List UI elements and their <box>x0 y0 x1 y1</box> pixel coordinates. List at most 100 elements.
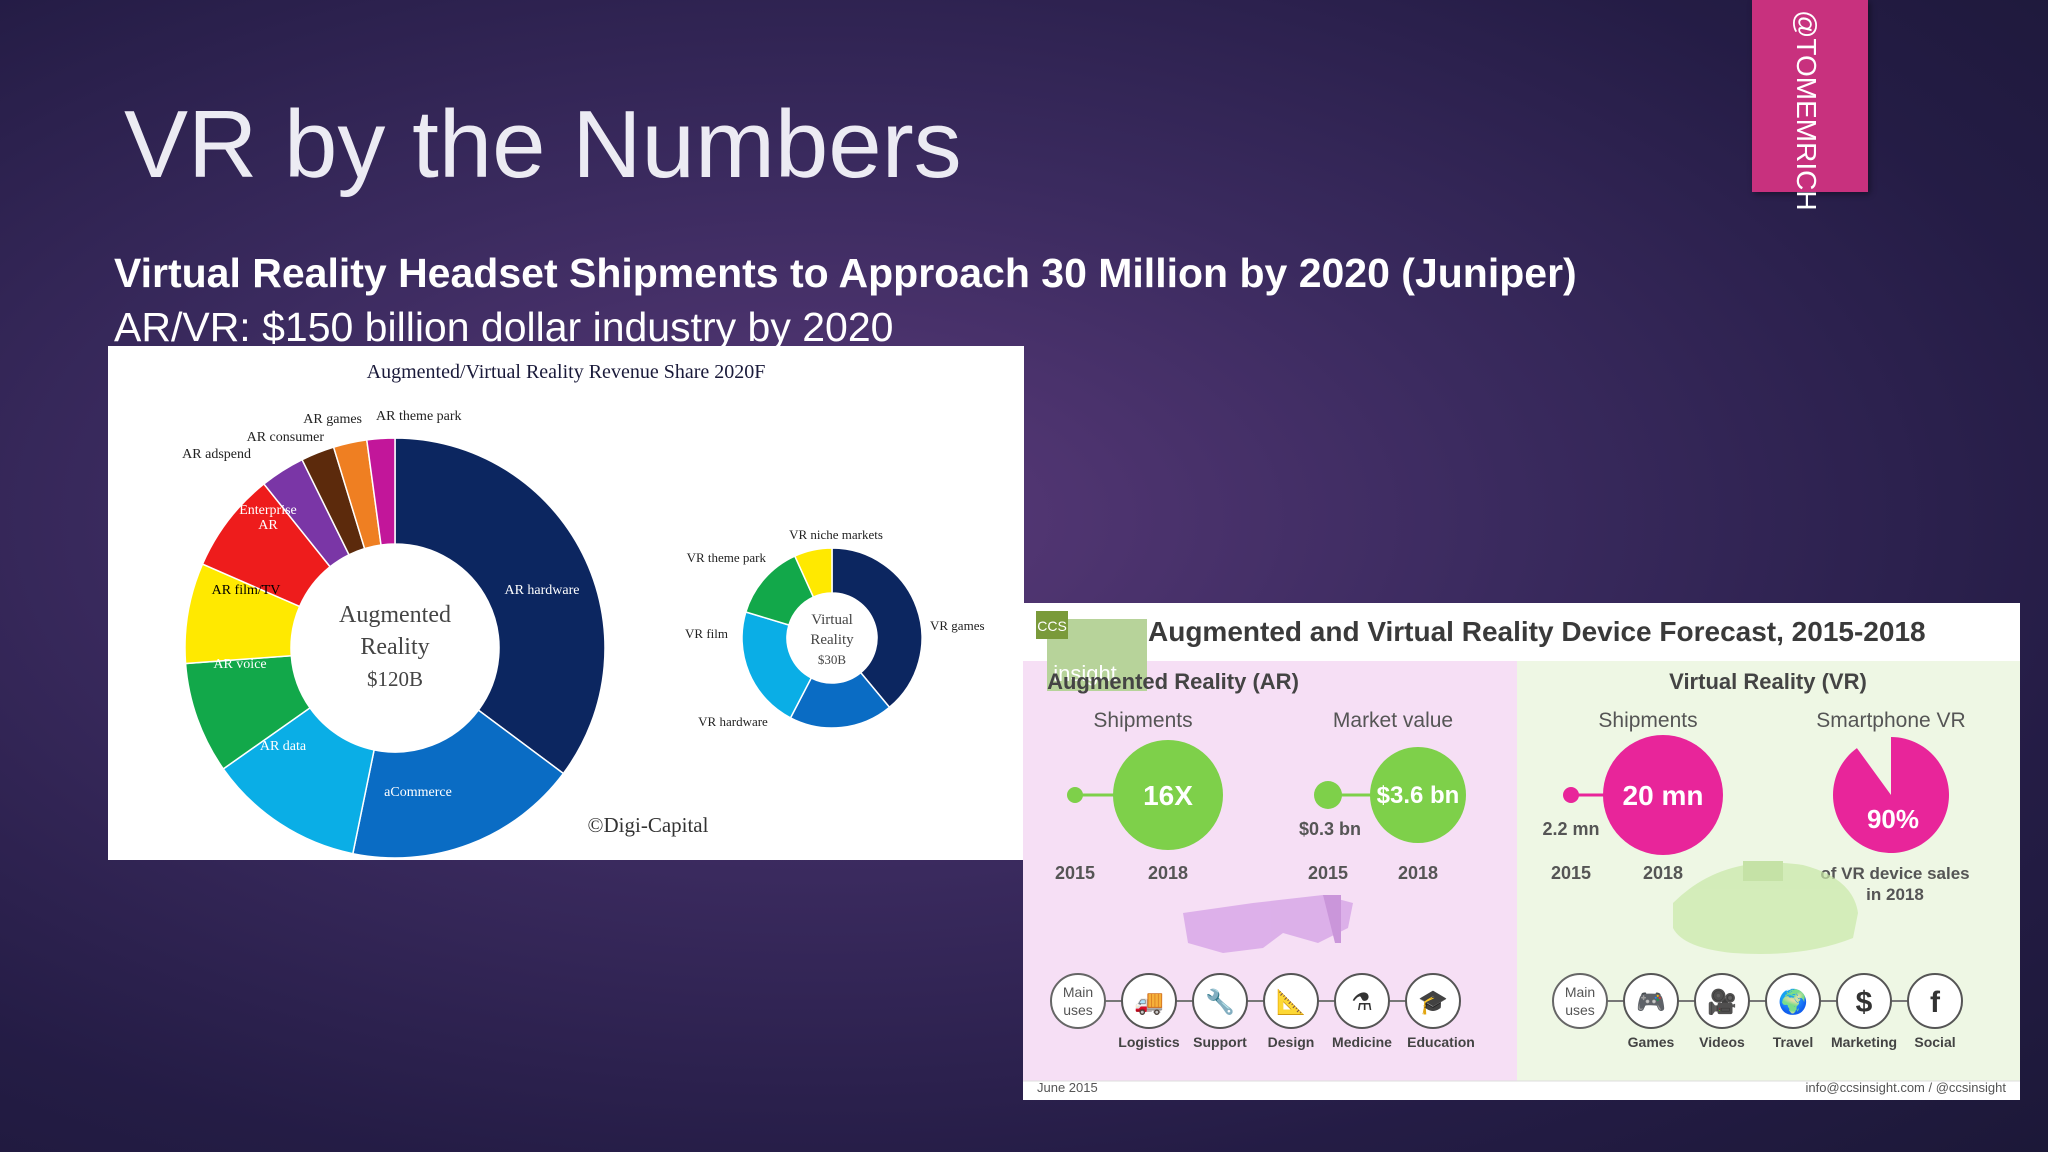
vr-shipments-2018-bubble <box>1603 735 1723 855</box>
slice-label-ar-consumer: AR consumer <box>247 430 325 445</box>
use-label-games: Games <box>1628 1034 1675 1050</box>
drafting-icon <box>1263 973 1319 1029</box>
main-uses-badge <box>1050 973 1106 1029</box>
slide-title: VR by the Numbers <box>124 91 962 198</box>
ar-market-label: Market value <box>1333 709 1453 732</box>
use-label-videos: Videos <box>1699 1034 1745 1050</box>
chart-credit: ©Digi-Capital <box>588 813 709 837</box>
vr-shipments-2015-dot <box>1563 787 1579 803</box>
slice-label-enterprise-ar: Enterprise <box>239 503 297 518</box>
ar-market-2018-bubble <box>1370 747 1466 843</box>
ar-heading: Augmented Reality (AR) <box>1047 669 1299 694</box>
gamepad-icon <box>1623 973 1679 1029</box>
ar-shipments-label: Shipments <box>1093 709 1192 732</box>
ar-uses-row: Main uses 🚚 Logistics 🔧 Support 📐 Design ⚗ Medici… <box>1050 973 1475 1050</box>
truck-icon-glyph: 🚚 <box>1134 989 1164 1016</box>
ar-market-end: $3.6 bn <box>1377 782 1460 809</box>
vr-smartphone-caption-2: in 2018 <box>1866 885 1924 904</box>
footer-date: June 2015 <box>1037 1080 1098 1095</box>
dollar-icon <box>1836 973 1892 1029</box>
flask-icon-glyph: ⚗ <box>1351 989 1373 1016</box>
dollar-icon-glyph: $ <box>1856 986 1873 1019</box>
use-label-marketing: Marketing <box>1831 1034 1897 1050</box>
use-label-logistics: Logistics <box>1118 1034 1180 1050</box>
slice-label-ar-voice: AR voice <box>213 657 266 672</box>
globe-icon <box>1765 973 1821 1029</box>
wrench-icon-glyph: 🔧 <box>1205 987 1235 1016</box>
vr-shipments-end: 20 mn <box>1623 780 1704 811</box>
slice-ar-hardware <box>394 437 606 775</box>
ar-ship-year-end: 2018 <box>1148 863 1188 883</box>
slice-ar-theme-park <box>365 437 396 546</box>
use-label-education: Education <box>1407 1034 1475 1050</box>
slice-vr-niche-markets <box>793 547 833 599</box>
truck-icon <box>1121 973 1177 1029</box>
slide-headline: Virtual Reality Headset Shipments to App… <box>114 250 1577 296</box>
main-uses-badge <box>1552 973 1608 1029</box>
slice-label-ar-adspend: AR adspend <box>182 447 251 462</box>
use-label-support: Support <box>1193 1034 1247 1050</box>
ar-ship-year-start: 2015 <box>1055 863 1095 883</box>
slice-label-ar-games: AR games <box>303 412 362 427</box>
vr-smartphone-value: 90% <box>1867 804 1919 834</box>
revenue-share-chart: Augmented/Virtual Reality Revenue Share … <box>108 346 1024 860</box>
use-label-medicine: Medicine <box>1332 1034 1392 1050</box>
slice-label-vr-hardware: VR hardware <box>698 714 768 729</box>
drafting-icon-glyph: 📐 <box>1276 988 1306 1016</box>
vr-shipments-label: Shipments <box>1598 709 1697 732</box>
vr-headset-icon <box>1673 861 1858 954</box>
slice-label-vr-niche-markets: VR niche markets <box>789 527 883 542</box>
forecast-title: Augmented and Virtual Reality Device For… <box>1148 616 1926 647</box>
vr-ship-year-end: 2018 <box>1643 863 1683 883</box>
facebook-icon <box>1907 973 1963 1029</box>
facebook-icon-glyph: f <box>1930 986 1941 1019</box>
slice-label-ar-theme-park: AR theme park <box>376 409 462 424</box>
ar-shipments-value: 16X <box>1143 780 1193 811</box>
slice-label-ar-film-tv: AR film/TV <box>212 583 281 598</box>
main-uses-label: Main <box>1063 984 1093 1000</box>
ar-market-start: $0.3 bn <box>1299 819 1361 839</box>
vr-heading: Virtual Reality (VR) <box>1669 669 1867 694</box>
ar-shipments-2018-bubble <box>1113 740 1223 850</box>
chart-title: Augmented/Virtual Reality Revenue Share … <box>367 361 766 383</box>
vr-shipments-start: 2.2 mn <box>1542 819 1599 839</box>
graduation-cap-icon-glyph: 🎓 <box>1418 989 1448 1016</box>
globe-icon-glyph: 🌍 <box>1778 988 1808 1016</box>
donut-center-label: Reality <box>360 634 429 660</box>
vr-smartphone-label: Smartphone VR <box>1816 709 1965 732</box>
slice-vr-games <box>831 547 923 709</box>
ar-market-year-end: 2018 <box>1398 863 1438 883</box>
gamepad-icon-glyph: 🎮 <box>1636 989 1666 1016</box>
donut-center-label: $120B <box>367 667 423 691</box>
main-uses-label: Main <box>1565 984 1595 1000</box>
video-camera-icon <box>1694 973 1750 1029</box>
ar-donut: Augmented Reality $120B AR hardware aCommerc… <box>182 409 606 859</box>
slice-label-ar-data: AR data <box>260 739 307 754</box>
logo-ccs: CCS <box>1037 618 1067 634</box>
device-forecast-infographic: CCS insight Augmented and Virtual Realit… <box>1023 603 2020 1100</box>
ar-shipments-2015-dot <box>1067 787 1083 803</box>
slice-acommerce <box>351 709 565 859</box>
author-handle: @TOMEMRICH <box>1791 10 1822 211</box>
slice-label-acommerce: aCommerce <box>384 785 452 800</box>
main-uses-label: uses <box>1565 1002 1595 1018</box>
use-label-travel: Travel <box>1773 1034 1813 1050</box>
vr-donut: Virtual Reality $30B VR games VR hardware VR … <box>685 527 985 729</box>
donut-center-label: $30B <box>818 652 847 667</box>
slice-label-ar-hardware: AR hardware <box>504 583 579 598</box>
vr-smartphone-caption-1: of VR device sales <box>1820 864 1969 883</box>
ar-market-2015-dot <box>1314 781 1342 809</box>
slice-label-vr-film: VR film <box>685 626 728 641</box>
slide-subline: AR/VR: $150 billion dollar industry by 2… <box>114 304 894 350</box>
video-camera-icon-glyph: 🎥 <box>1707 988 1737 1016</box>
slice-label-vr-games: VR games <box>930 618 985 633</box>
flask-icon <box>1334 973 1390 1029</box>
main-uses-label: uses <box>1063 1002 1093 1018</box>
donut-center-label: Augmented <box>339 602 451 628</box>
vr-ship-year-start: 2015 <box>1551 863 1591 883</box>
vr-uses-row: Main uses 🎮 Games 🎥 Videos 🌍 Travel $ Marketing fS… <box>1552 973 1963 1050</box>
logo-insight: insight <box>1053 661 1117 686</box>
use-label-social: Social <box>1914 1034 1955 1050</box>
graduation-cap-icon <box>1405 973 1461 1029</box>
donut-center-label: Virtual <box>811 612 853 628</box>
